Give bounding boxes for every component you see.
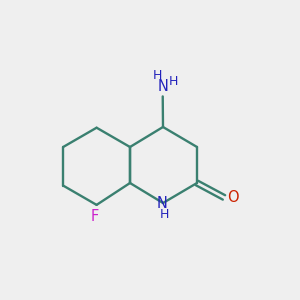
Text: H: H (153, 69, 162, 82)
Text: F: F (91, 209, 99, 224)
Text: N: N (157, 196, 167, 211)
Text: H: H (169, 75, 178, 88)
Text: N: N (157, 79, 168, 94)
Text: H: H (159, 208, 169, 220)
Text: O: O (227, 190, 239, 205)
